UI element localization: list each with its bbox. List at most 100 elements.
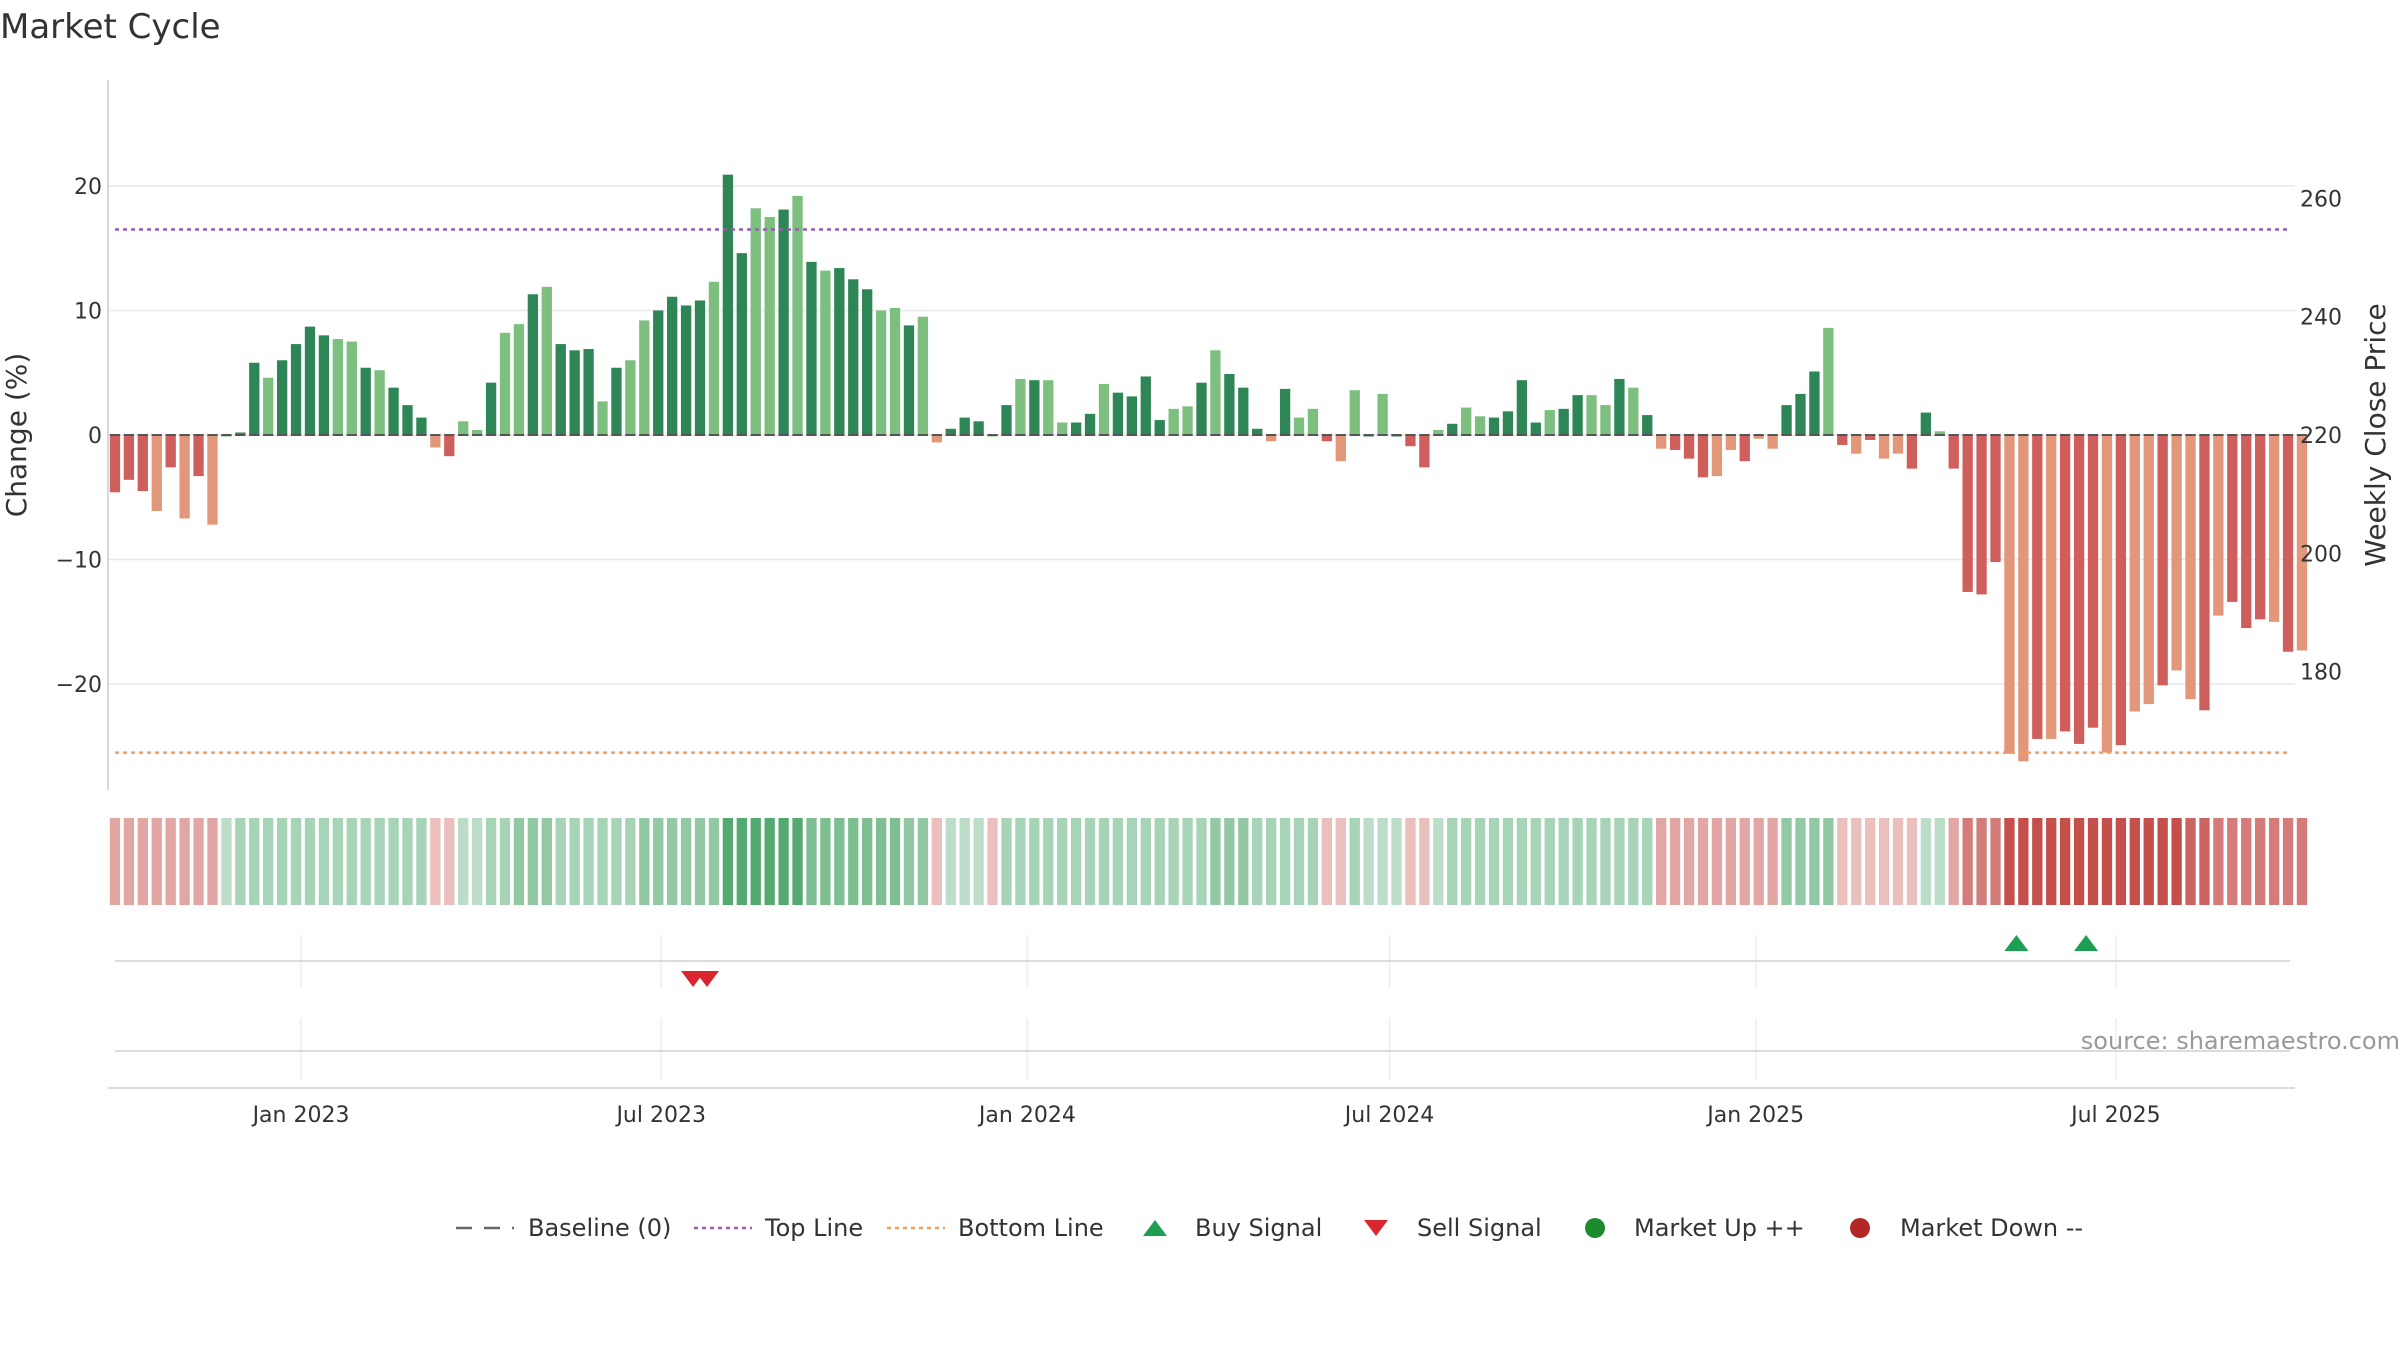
bar (569, 350, 580, 435)
bar (806, 261, 817, 435)
heat-cell (1502, 818, 1514, 905)
bar (834, 268, 845, 435)
bar (1711, 435, 1723, 477)
bar (1600, 405, 1611, 435)
bar (778, 209, 789, 435)
heat-cell (680, 818, 692, 905)
bar (485, 382, 497, 435)
bar (402, 405, 413, 435)
heat-cell (1335, 818, 1346, 905)
bar (318, 335, 330, 435)
bar (583, 349, 594, 435)
heat-cell (1349, 818, 1360, 905)
bar (123, 435, 135, 480)
heat-cell (458, 818, 469, 905)
heat-cell (276, 818, 288, 905)
bar (1990, 435, 2001, 563)
bar (2046, 435, 2057, 739)
bar (2018, 435, 2029, 762)
bar (625, 360, 636, 435)
heat-cell (764, 818, 775, 905)
heat-cell (388, 818, 399, 905)
y-tick-label: 0 (88, 424, 102, 449)
heat-cell (945, 818, 956, 905)
bar (917, 316, 929, 435)
bar (1154, 420, 1165, 435)
heat-cell (1837, 818, 1848, 905)
bar (1739, 435, 1750, 462)
y-tick-label: 20 (74, 175, 102, 200)
bar (1767, 435, 1778, 449)
heat-cell (1029, 818, 1040, 905)
heat-cell (2199, 818, 2210, 905)
bar (263, 377, 274, 435)
bar (1474, 416, 1486, 435)
bar (1238, 387, 1249, 435)
bar (1586, 395, 1597, 435)
bar (1349, 390, 1360, 435)
bar (875, 310, 887, 435)
bar (792, 195, 803, 435)
bar (1252, 428, 1263, 435)
bar (1112, 392, 1124, 435)
bar (1878, 435, 1890, 459)
heat-cell (2032, 818, 2043, 905)
heat-cell (862, 818, 873, 905)
bar (889, 307, 901, 435)
heat-cell (207, 818, 218, 905)
heat-cell (2213, 818, 2224, 905)
bar (388, 387, 399, 435)
legend-label: Market Down -- (1900, 1214, 2083, 1242)
heat-cell (2115, 818, 2127, 905)
bar (2255, 435, 2266, 620)
heat-cell (987, 818, 998, 905)
heat-cell (1252, 818, 1263, 905)
bar (1279, 388, 1291, 435)
legend-swatch-sell-icon (1364, 1220, 1388, 1236)
bar (2227, 435, 2238, 602)
bar (1697, 435, 1709, 478)
bar (235, 432, 246, 435)
y-right-tick-label: 180 (2300, 661, 2342, 686)
heat-cell (1405, 818, 1416, 905)
bar (2199, 435, 2210, 711)
bar (109, 435, 121, 493)
heat-cell (1238, 818, 1249, 905)
bar (611, 367, 622, 435)
bar (416, 417, 427, 435)
heat-cell (1433, 818, 1444, 905)
heat-cell (1084, 818, 1096, 905)
heat-cell (2241, 818, 2252, 905)
bar (2282, 435, 2294, 652)
bar (1544, 410, 1555, 435)
bar (1307, 408, 1319, 435)
heat-cell (917, 818, 929, 905)
heat-cell (1725, 818, 1736, 905)
heat-cell (848, 818, 859, 905)
heat-cell (1265, 818, 1277, 905)
heat-cell (2255, 818, 2266, 905)
heat-cell (1878, 818, 1890, 905)
bar (1461, 407, 1472, 435)
heat-cell (1112, 818, 1124, 905)
bar (360, 367, 371, 435)
bar (1224, 373, 1235, 435)
bar (653, 310, 664, 435)
bar (597, 401, 608, 435)
heat-cell (332, 818, 343, 905)
bar (1920, 412, 1932, 435)
bar (165, 435, 176, 468)
heat-cell (2157, 818, 2168, 905)
heat-cell (1279, 818, 1291, 905)
heat-cell (903, 818, 915, 905)
bar (1892, 435, 1904, 454)
bar (1642, 415, 1653, 435)
bar (680, 305, 692, 435)
bar (1196, 382, 1207, 435)
bar (1502, 411, 1514, 435)
bar (1530, 422, 1541, 435)
heat-cell (555, 818, 566, 905)
heat-cell (318, 818, 330, 905)
heat-cell (1182, 818, 1193, 905)
heat-cell (1851, 818, 1862, 905)
